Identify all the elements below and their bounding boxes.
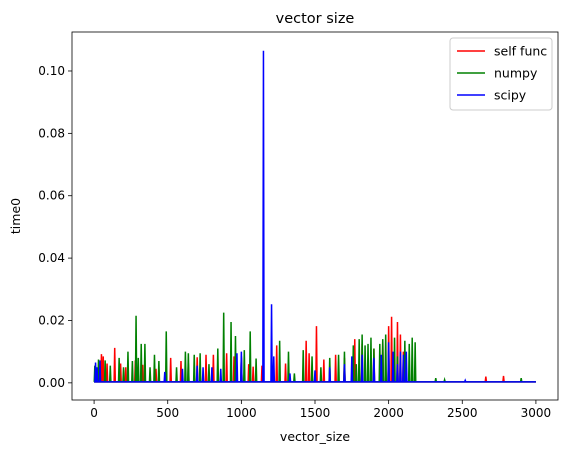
series-layer bbox=[93, 50, 536, 383]
y-axis-ticks: 0.00 0.02 0.04 0.06 0.08 0.10 bbox=[38, 64, 72, 390]
legend: self func numpy scipy bbox=[449, 37, 553, 111]
y-tick-label: 0.08 bbox=[38, 126, 65, 140]
x-tick-label: 0 bbox=[90, 406, 98, 420]
x-tick-label: 2000 bbox=[373, 406, 404, 420]
legend-items: self func numpy scipy bbox=[457, 44, 547, 103]
legend-box bbox=[449, 37, 553, 111]
x-tick-label: 3000 bbox=[521, 406, 552, 420]
x-tick-label: 2500 bbox=[447, 406, 478, 420]
y-axis-title: time0 bbox=[8, 198, 23, 234]
x-tick-label: 1000 bbox=[226, 406, 257, 420]
y-tick-label: 0.02 bbox=[38, 313, 65, 327]
legend-label: self func bbox=[494, 44, 547, 59]
y-tick-label: 0.10 bbox=[38, 64, 65, 78]
x-tick-label: 500 bbox=[156, 406, 179, 420]
legend-label: scipy bbox=[494, 88, 527, 103]
x-tick-label: 1500 bbox=[300, 406, 331, 420]
y-tick-label: 0.04 bbox=[38, 251, 65, 265]
x-axis-title: vector_size bbox=[280, 429, 350, 444]
x-axis-ticks: 0 500 1000 1500 2000 2500 3000 bbox=[90, 400, 551, 420]
y-tick-label: 0.06 bbox=[38, 189, 65, 203]
series-line-scipy bbox=[94, 50, 536, 383]
legend-label: numpy bbox=[494, 66, 538, 81]
chart-title: vector size bbox=[276, 11, 355, 27]
y-tick-label: 0.00 bbox=[38, 376, 65, 390]
